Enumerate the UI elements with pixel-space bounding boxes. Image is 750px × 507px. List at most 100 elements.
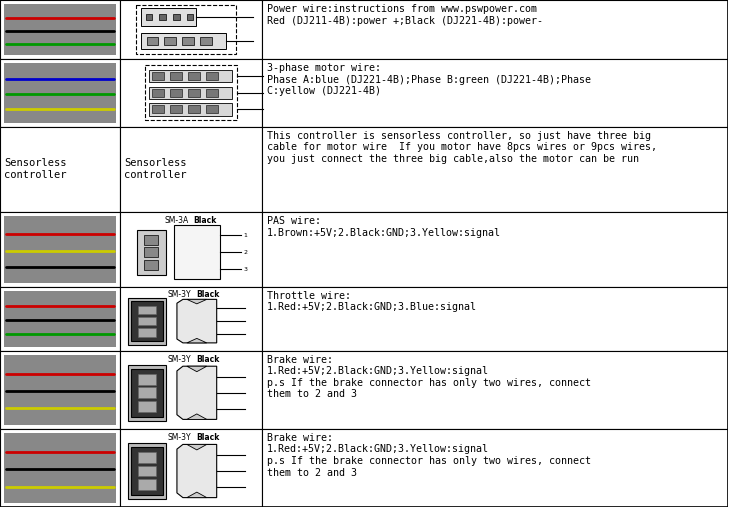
Bar — [262, 286, 728, 350]
Bar — [170, 89, 182, 97]
Bar — [262, 59, 728, 127]
Bar — [0, 350, 120, 429]
Bar — [152, 105, 164, 113]
Bar — [4, 63, 116, 123]
Bar — [138, 387, 155, 398]
Polygon shape — [187, 366, 207, 372]
Bar — [262, 429, 728, 507]
Polygon shape — [177, 299, 217, 343]
Text: 3-phase motor wire:
Phase A:blue (DJ221-4B);Phase B:green (DJ221-4B);Phase
C:yel: 3-phase motor wire: Phase A:blue (DJ221-… — [267, 63, 591, 96]
Text: Brake wire:
1.Red:+5V;2.Black:GND;3.Yellow:signal
p.s If the brake connector has: Brake wire: 1.Red:+5V;2.Black:GND;3.Yell… — [267, 433, 591, 478]
Text: Brake wire:
1.Red:+5V;2.Black:GND;3.Yellow:signal
p.s If the brake connector has: Brake wire: 1.Red:+5V;2.Black:GND;3.Yell… — [267, 354, 591, 400]
Bar — [148, 103, 232, 116]
Polygon shape — [187, 445, 207, 450]
Bar — [128, 365, 166, 421]
Bar — [4, 354, 116, 425]
Bar — [182, 37, 194, 45]
Bar — [0, 212, 120, 286]
Text: SM-3A: SM-3A — [165, 216, 189, 226]
Bar — [200, 37, 211, 45]
Bar — [206, 89, 218, 97]
Text: 1: 1 — [244, 233, 248, 237]
Text: Sensorless
controller: Sensorless controller — [4, 158, 67, 180]
Bar — [188, 72, 200, 80]
Bar — [120, 429, 262, 507]
Bar — [188, 105, 200, 113]
Bar — [144, 247, 158, 257]
Polygon shape — [187, 299, 207, 304]
Bar — [0, 59, 120, 127]
Bar — [146, 37, 158, 45]
Text: Black: Black — [194, 216, 217, 226]
Bar — [146, 14, 152, 20]
Bar — [138, 479, 155, 490]
Bar — [120, 286, 262, 350]
Bar — [170, 72, 182, 80]
Bar — [136, 5, 236, 54]
Bar — [128, 443, 166, 499]
Bar — [138, 401, 155, 412]
Text: PAS wire:
1.Brown:+5V;2.Black:GND;3.Yellow:signal: PAS wire: 1.Brown:+5V;2.Black:GND;3.Yell… — [267, 216, 501, 237]
Bar — [152, 89, 164, 97]
Bar — [152, 72, 164, 80]
Bar — [142, 33, 226, 49]
Bar — [170, 105, 182, 113]
Bar — [120, 127, 262, 212]
Bar — [174, 225, 220, 279]
Text: SM-3Y: SM-3Y — [168, 355, 191, 364]
Bar — [138, 306, 155, 314]
Text: Throttle wire:
1.Red:+5V;2.Black:GND;3.Blue:signal: Throttle wire: 1.Red:+5V;2.Black:GND;3.B… — [267, 291, 477, 312]
Bar — [0, 429, 120, 507]
Bar — [120, 212, 262, 286]
Bar — [120, 350, 262, 429]
Text: Sensorless
controller: Sensorless controller — [124, 158, 187, 180]
Bar — [131, 369, 163, 417]
Text: SM-3Y: SM-3Y — [168, 291, 191, 300]
Bar — [262, 350, 728, 429]
Text: Black: Black — [196, 291, 220, 300]
Bar — [4, 291, 116, 347]
Bar — [148, 70, 232, 82]
Bar — [0, 0, 120, 59]
Bar — [128, 298, 166, 345]
Bar — [0, 127, 120, 212]
Bar — [262, 212, 728, 286]
Polygon shape — [187, 492, 207, 497]
Bar — [160, 14, 166, 20]
Bar — [131, 447, 163, 495]
Polygon shape — [177, 445, 217, 497]
Bar — [188, 89, 200, 97]
Bar — [138, 466, 155, 477]
Bar — [144, 260, 158, 270]
Bar — [173, 14, 180, 20]
Bar — [0, 286, 120, 350]
Bar — [142, 8, 196, 26]
Bar — [4, 433, 116, 503]
Bar — [4, 216, 116, 282]
Bar — [164, 37, 176, 45]
Bar — [206, 105, 218, 113]
Bar — [138, 374, 155, 384]
Bar — [138, 328, 155, 337]
Bar — [120, 0, 262, 59]
Bar — [120, 59, 262, 127]
Polygon shape — [187, 338, 207, 343]
Text: Black: Black — [196, 355, 220, 364]
Bar — [148, 87, 232, 99]
Bar — [138, 452, 155, 463]
Bar — [137, 230, 166, 275]
Bar — [144, 235, 158, 244]
Text: Power wire:instructions from www.pswpower.com
Red (DJ211-4B):power +;Black (DJ22: Power wire:instructions from www.pswpowe… — [267, 4, 543, 25]
Bar — [4, 4, 116, 55]
Bar — [131, 301, 163, 341]
Polygon shape — [177, 366, 217, 419]
Polygon shape — [187, 414, 207, 419]
Bar — [145, 65, 237, 121]
Bar — [187, 14, 194, 20]
Text: SM-3Y: SM-3Y — [168, 433, 191, 443]
Text: This controller is sensorless controller, so just have three big
cable for motor: This controller is sensorless controller… — [267, 131, 657, 164]
Bar — [206, 72, 218, 80]
Bar — [262, 0, 728, 59]
Text: 2: 2 — [244, 250, 248, 255]
Text: Black: Black — [196, 433, 220, 443]
